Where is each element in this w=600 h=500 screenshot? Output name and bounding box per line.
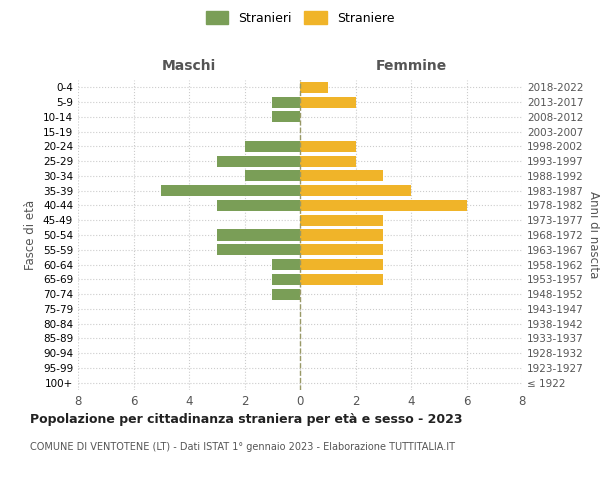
Bar [217, 230, 300, 240]
Bar [217, 200, 300, 211]
Bar [272, 96, 300, 108]
Bar [272, 259, 300, 270]
Bar [300, 141, 356, 152]
Text: Popolazione per cittadinanza straniera per età e sesso - 2023: Popolazione per cittadinanza straniera p… [30, 412, 463, 426]
Bar [217, 244, 300, 256]
Bar [300, 200, 467, 211]
Y-axis label: Anni di nascita: Anni di nascita [587, 192, 600, 278]
Y-axis label: Fasce di età: Fasce di età [25, 200, 37, 270]
Bar [245, 141, 300, 152]
Bar [272, 274, 300, 285]
Bar [300, 170, 383, 181]
Bar [161, 185, 300, 196]
Bar [300, 244, 383, 256]
Bar [300, 185, 411, 196]
Text: COMUNE DI VENTOTENE (LT) - Dati ISTAT 1° gennaio 2023 - Elaborazione TUTTITALIA.: COMUNE DI VENTOTENE (LT) - Dati ISTAT 1°… [30, 442, 455, 452]
Legend: Stranieri, Straniere: Stranieri, Straniere [206, 11, 394, 25]
Bar [300, 214, 383, 226]
Bar [300, 96, 356, 108]
Bar [300, 82, 328, 93]
Bar [300, 230, 383, 240]
Text: Maschi: Maschi [162, 58, 216, 72]
Text: Femmine: Femmine [376, 58, 446, 72]
Bar [272, 288, 300, 300]
Bar [300, 156, 356, 166]
Bar [300, 259, 383, 270]
Bar [272, 112, 300, 122]
Bar [217, 156, 300, 166]
Bar [245, 170, 300, 181]
Bar [300, 274, 383, 285]
